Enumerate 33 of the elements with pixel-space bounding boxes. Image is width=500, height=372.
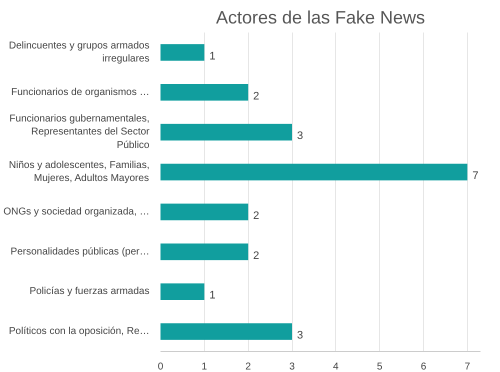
chart-title: Actores de las Fake News — [216, 8, 426, 28]
x-tick-label: 3 — [289, 362, 296, 372]
data-label: 2 — [253, 250, 260, 262]
x-tick-label: 0 — [158, 362, 164, 372]
bar — [160, 124, 292, 141]
y-tick-label: Niños y adolescentes, Familias, Mujeres, Adultos Mayores — [8, 160, 150, 184]
bar — [160, 323, 292, 340]
bar — [160, 44, 204, 61]
x-tick-label: 6 — [420, 362, 427, 372]
data-label: 1 — [209, 290, 216, 302]
data-label: 3 — [297, 330, 304, 342]
bar — [160, 243, 248, 260]
bar — [160, 204, 248, 220]
data-label: 2 — [253, 90, 260, 102]
x-tick-label: 4 — [333, 362, 340, 372]
y-tick-label: ONGs y sociedad organizada, … — [3, 206, 150, 218]
bar — [160, 84, 248, 101]
bar — [160, 164, 468, 180]
x-tick-label: 5 — [376, 362, 383, 372]
x-tick-label: 1 — [202, 362, 208, 372]
data-label: 7 — [472, 170, 478, 182]
data-label: 2 — [253, 210, 260, 222]
x-tick-label: 7 — [464, 362, 471, 372]
x-tick-label: 2 — [245, 362, 252, 372]
y-tick-label: Funcionarios gubernamentales, Representantes del Sector Público — [9, 113, 150, 151]
y-tick-label: Personalidades públicas (per… — [10, 246, 150, 258]
data-label: 3 — [297, 130, 304, 142]
bar — [160, 283, 204, 300]
y-tick-label: Policías y fuerzas armadas — [29, 286, 150, 298]
y-tick-label: Funcionarios de organismos … — [11, 86, 150, 98]
data-label: 1 — [209, 50, 216, 62]
y-tick-label: Delincuentes y grupos armados irregulares — [8, 40, 150, 65]
y-tick-label: Políticos con la oposición, Re… — [8, 326, 150, 338]
